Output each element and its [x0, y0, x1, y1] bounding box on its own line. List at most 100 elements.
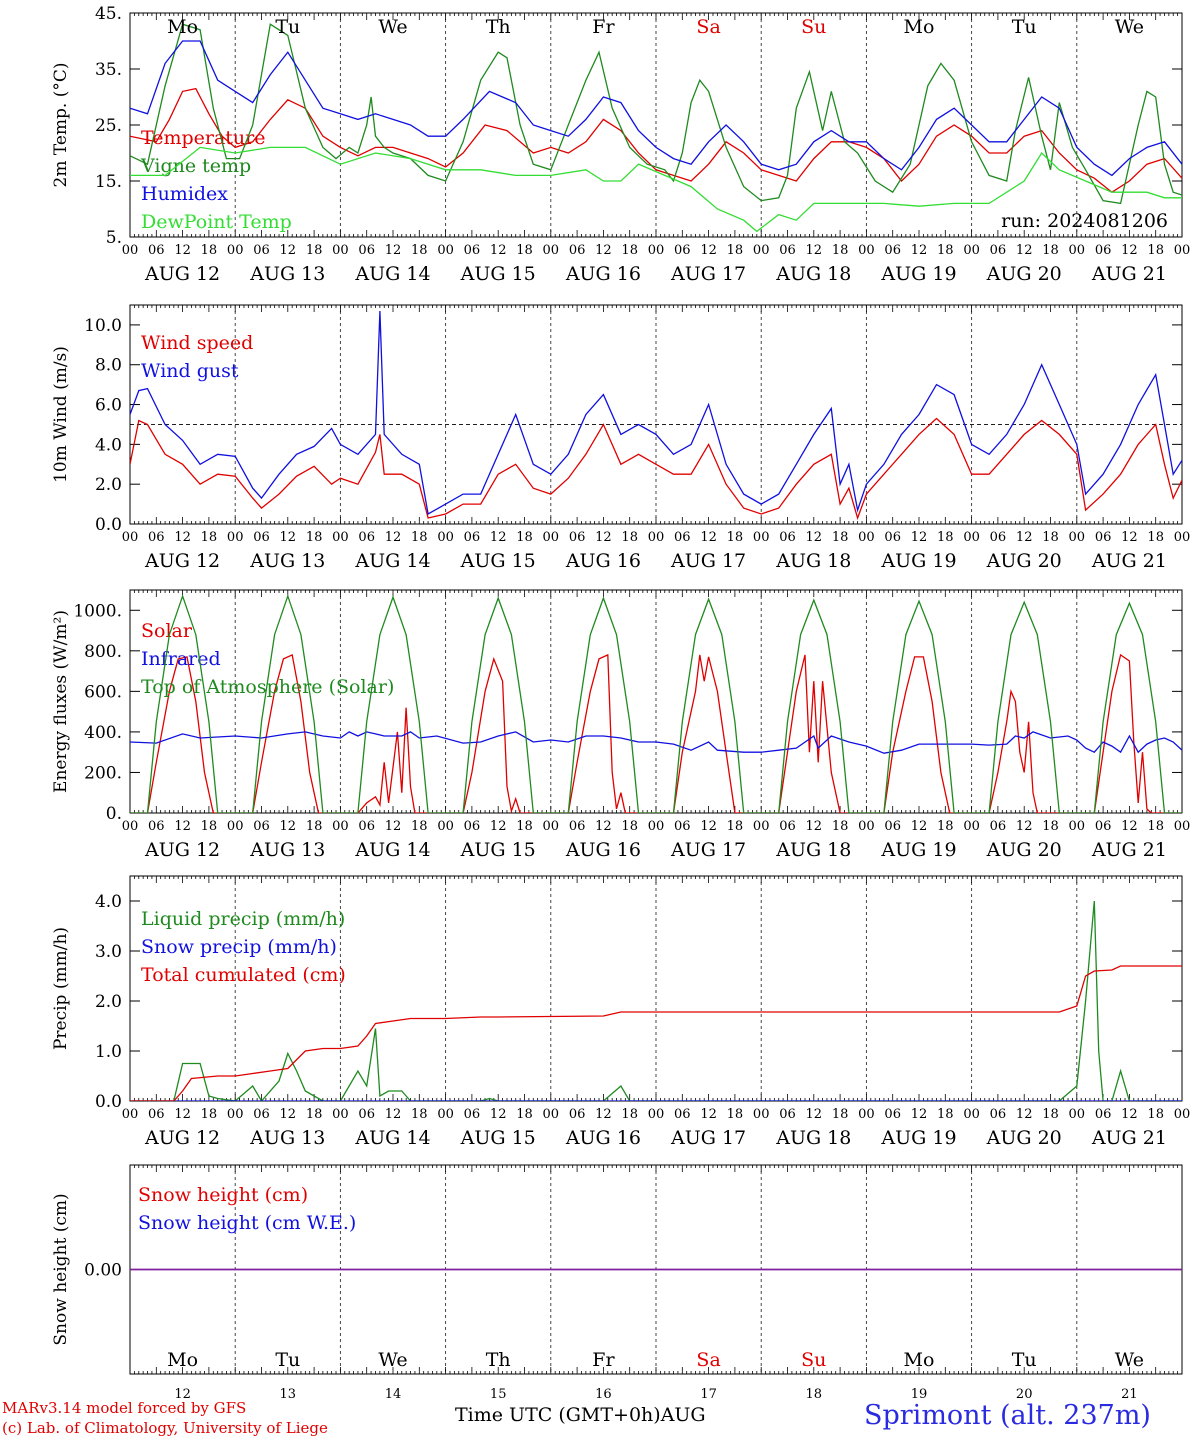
y-axis-label: Energy fluxes (W/m²): [51, 610, 71, 793]
x-hour-label: 18: [1042, 819, 1059, 834]
x-axis-title: Time UTC (GMT+0h)AUG: [455, 1404, 706, 1426]
x-hour-label: 18: [411, 243, 428, 258]
x-date-label: AUG 12: [144, 1127, 220, 1149]
x-date-label: AUG 15: [460, 1127, 536, 1149]
x-date-label: AUG 13: [249, 263, 325, 285]
series-line-0: [130, 87, 1182, 193]
weekday-label-bottom: Fr: [592, 1349, 615, 1371]
x-hour-label: 06: [779, 243, 796, 258]
x-hour-label: 00: [437, 819, 454, 834]
x-hour-label: 18: [516, 819, 533, 834]
x-hour-label: 12: [806, 530, 823, 545]
x-hour-label: 12: [280, 530, 297, 545]
y-tick-label: 200.: [84, 763, 122, 783]
x-hour-label: 00: [753, 819, 770, 834]
x-hour-label: 06: [1095, 530, 1112, 545]
x-hour-label: 18: [832, 1107, 849, 1122]
y-tick-label: 4.0: [95, 435, 122, 455]
x-date-label: AUG 18: [775, 550, 851, 572]
legend-entry: Liquid precip (mm/h): [141, 908, 345, 930]
credit-line-2: (c) Lab. of Climatology, University of L…: [2, 1419, 328, 1437]
y-tick-label: 25.: [95, 116, 122, 136]
series-line-3: [130, 146, 1182, 233]
legend-entry: Snow height (cm): [138, 1184, 308, 1206]
y-tick-label: 15.: [95, 172, 122, 192]
legend-entry: Infrared: [141, 648, 221, 670]
y-tick-label: 5.: [106, 228, 122, 248]
x-hour-label: 12: [174, 819, 191, 834]
x-hour-label: 00: [122, 1107, 139, 1122]
y-tick-label: 600.: [84, 682, 122, 702]
x-hour-label: 06: [358, 530, 375, 545]
y-tick-label: 0.00: [84, 1261, 122, 1281]
x-hour-label: 12: [174, 530, 191, 545]
x-date-label: AUG 21: [1091, 263, 1167, 285]
x-hour-label: 18: [516, 530, 533, 545]
x-hour-label: 12: [385, 819, 402, 834]
x-hour-label: 06: [148, 819, 165, 834]
y-tick-label: 800.: [84, 642, 122, 662]
x-hour-label: 00: [1069, 1107, 1086, 1122]
weekday-label-top: Tu: [1012, 16, 1037, 38]
legend-entry: Wind gust: [141, 360, 239, 382]
x-date-label: AUG 18: [775, 263, 851, 285]
x-hour-label: 12: [1121, 530, 1138, 545]
x-hour-label: 18: [306, 819, 323, 834]
x-date-label: AUG 12: [144, 839, 220, 861]
x-hour-label: 18: [621, 819, 638, 834]
plot-frame: [129, 589, 1183, 814]
x-hour-label: 00: [332, 819, 349, 834]
x-date-label: AUG 16: [565, 839, 641, 861]
x-hour-label: 06: [990, 1107, 1007, 1122]
x-hour-label: 12: [595, 530, 612, 545]
x-hour-label: 18: [201, 243, 218, 258]
x-hour-label: 18: [727, 819, 744, 834]
x-date-label: AUG 20: [986, 839, 1062, 861]
x-hour-label: 12: [806, 819, 823, 834]
weekday-label-top: We: [378, 16, 407, 38]
x-hour-label: 00: [227, 530, 244, 545]
plot-frame: [129, 12, 1183, 238]
credit-line-1: MARv3.14 model forced by GFS: [2, 1399, 247, 1417]
x-hour-label: 06: [358, 819, 375, 834]
x-hour-label: 00: [1069, 819, 1086, 834]
x-hour-label: 00: [753, 243, 770, 258]
x-hour-label: 18: [411, 819, 428, 834]
weekday-label-bottom: We: [378, 1349, 407, 1371]
x-hour-label: 12: [595, 243, 612, 258]
x-hour-label: 12: [700, 530, 717, 545]
legend-entry: Snow precip (mm/h): [141, 936, 337, 958]
y-tick-label: 45.: [95, 4, 122, 24]
x-hour-label: 00: [122, 530, 139, 545]
x-hour-label: 12: [490, 1107, 507, 1122]
x-hour-label: 06: [358, 1107, 375, 1122]
y-axis-label: 10m Wind (m/s): [51, 346, 71, 483]
y-axis-label: 2m Temp. (°C): [51, 62, 71, 187]
x-hour-label: 00: [122, 819, 139, 834]
x-date-label: AUG 16: [565, 550, 641, 572]
x-date-label: AUG 14: [354, 1127, 430, 1149]
day-number-label: 21: [1121, 1387, 1138, 1402]
legend-entry: Vigne temp: [140, 155, 251, 177]
x-hour-label: 18: [727, 530, 744, 545]
x-hour-label: 12: [911, 819, 928, 834]
day-number-label: 15: [490, 1387, 507, 1402]
x-hour-label: 00: [648, 243, 665, 258]
x-hour-label: 12: [911, 530, 928, 545]
x-axis-title-month: AUG: [660, 1404, 706, 1426]
x-hour-label: 12: [595, 819, 612, 834]
x-hour-label: 18: [201, 819, 218, 834]
x-date-label: AUG 21: [1091, 1127, 1167, 1149]
x-hour-label: 06: [253, 530, 270, 545]
y-tick-label: 2.0: [95, 992, 122, 1012]
x-hour-label: 00: [227, 819, 244, 834]
x-hour-label: 12: [1016, 530, 1033, 545]
x-date-label: AUG 14: [354, 839, 430, 861]
x-hour-label: 00: [437, 530, 454, 545]
y-tick-label: 35.: [95, 60, 122, 80]
x-date-label: AUG 12: [144, 263, 220, 285]
x-date-label: AUG 21: [1091, 550, 1167, 572]
x-hour-label: 00: [1069, 530, 1086, 545]
day-number-label: 18: [806, 1387, 823, 1402]
x-hour-label: 18: [1147, 1107, 1164, 1122]
